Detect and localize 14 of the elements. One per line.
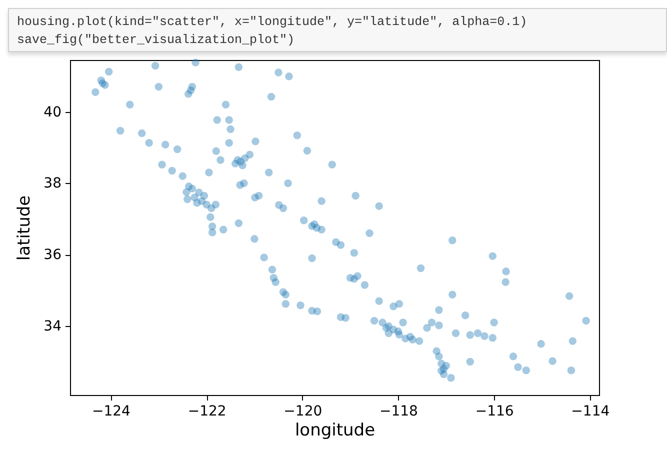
y-tick-label: 38 [44, 176, 62, 192]
y-axis-title: latitude [14, 195, 35, 261]
x-axis-title: longitude [294, 420, 376, 440]
text: housing.plot(kind="scatter", x="longitude", y="latitude", alpha=0.1) [17, 14, 528, 31]
x-tick-label: −120 [284, 404, 322, 420]
x-tick-label: −118 [380, 404, 418, 420]
x-tick-label: −124 [92, 404, 131, 420]
y-tick-label: 36 [44, 247, 62, 264]
y-tick-label: 34 [44, 318, 62, 335]
text: save_fig("better_visualization_plot") [17, 32, 295, 49]
x-tick-label: −122 [188, 404, 226, 420]
x-tick-label: −114 [571, 404, 610, 420]
y-tick-label: 40 [44, 104, 62, 120]
x-tick-label: −116 [475, 404, 514, 420]
